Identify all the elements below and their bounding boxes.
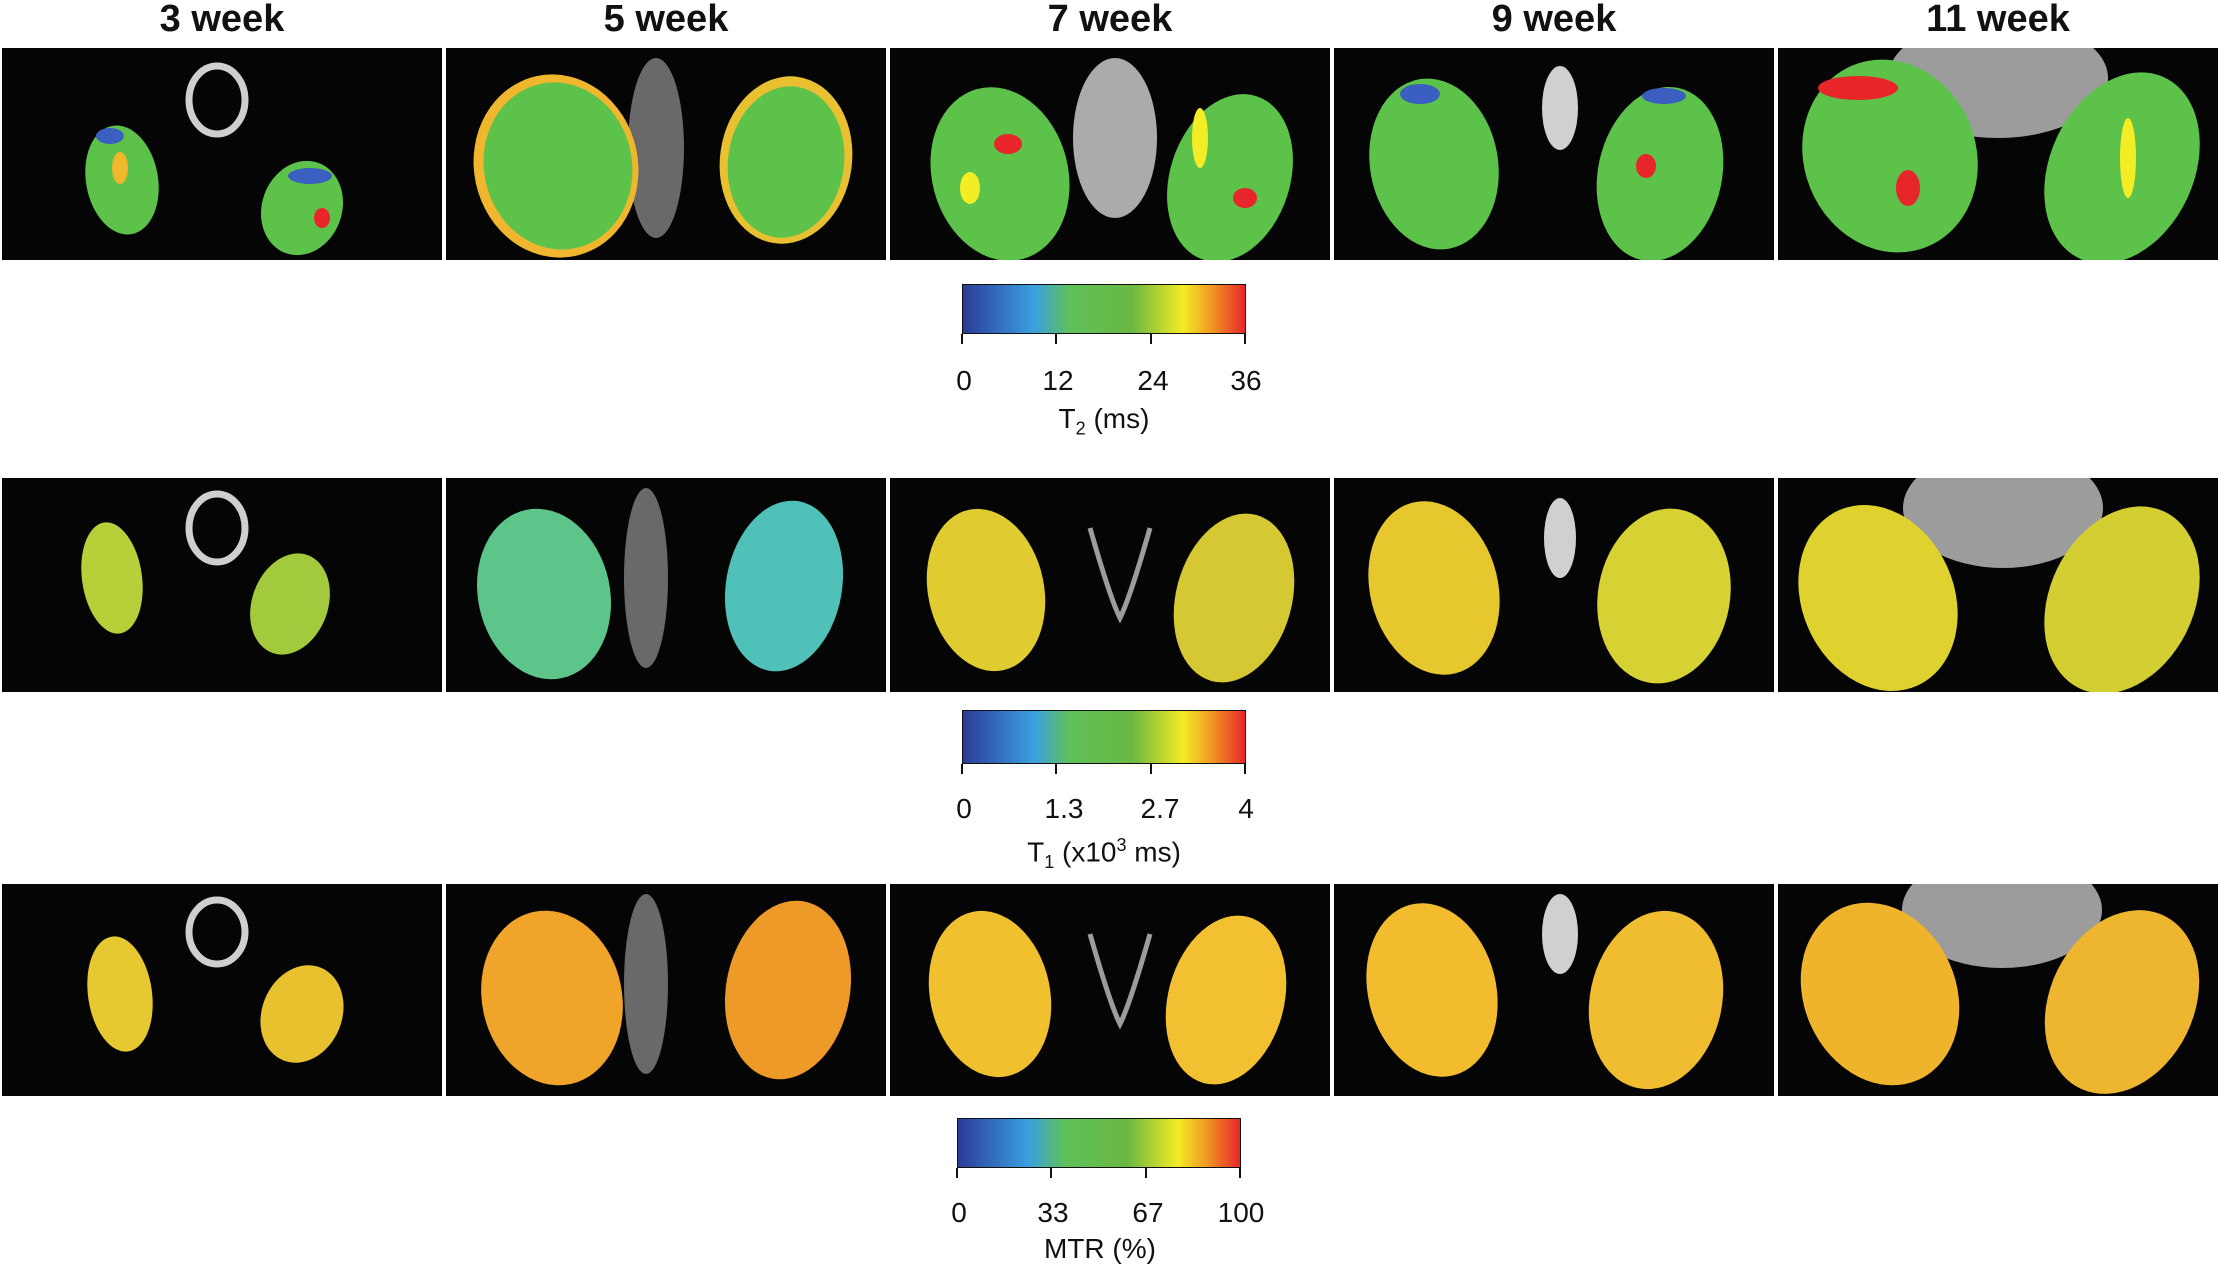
t1-map-9-week xyxy=(1334,478,1774,692)
t2-axis-label: T2 (ms) xyxy=(1058,403,1150,439)
t2-tick-12: 12 xyxy=(1042,365,1074,396)
column-title-7-week: 7 week xyxy=(1047,0,1173,40)
mtr-tick-0: 0 xyxy=(951,1197,967,1228)
t1-colorbar-gradient xyxy=(962,710,1246,764)
t1-tick-1-3: 1.3 xyxy=(1044,793,1084,824)
column-title-9-week: 9 week xyxy=(1491,0,1617,40)
t1-tick-4: 4 xyxy=(1238,793,1254,824)
t1-map-5-week xyxy=(446,478,886,692)
t1-map-3-week xyxy=(2,478,442,692)
t2-tick-36: 36 xyxy=(1230,365,1262,396)
t2-tick-0: 0 xyxy=(956,365,972,396)
t2-map-9-week xyxy=(1334,48,1774,260)
t2-map-11-week xyxy=(1778,48,2218,260)
mtr-axis-label: MTR (%) xyxy=(1044,1233,1156,1264)
column-title-11-week: 11 week xyxy=(1926,0,2070,40)
mtr-tick-100: 100 xyxy=(1217,1197,1265,1228)
t1-map-11-week xyxy=(1778,478,2218,692)
t2-map-3-week xyxy=(2,48,442,260)
mtr-map-5-week xyxy=(446,884,886,1096)
mtr-tick-33: 33 xyxy=(1037,1197,1069,1228)
mtr-colorbar-gradient xyxy=(957,1118,1241,1168)
column-title-3-week: 3 week xyxy=(159,0,285,40)
t2-map-7-week xyxy=(890,48,1330,260)
mtr-map-9-week xyxy=(1334,884,1774,1096)
t1-tick-0: 0 xyxy=(956,793,972,824)
t1-map-7-week xyxy=(890,478,1330,692)
t2-tick-24: 24 xyxy=(1137,365,1169,396)
mtr-colorbar xyxy=(956,1118,1241,1178)
column-title-5-week: 5 week xyxy=(603,0,729,40)
mtr-map-3-week xyxy=(2,884,442,1096)
t1-axis-label: T1 (x103 ms) xyxy=(1027,835,1181,872)
mtr-map-7-week xyxy=(890,884,1330,1096)
mtr-map-11-week xyxy=(1778,884,2218,1096)
mtr-tick-67: 67 xyxy=(1132,1197,1164,1228)
t1-colorbar xyxy=(961,710,1246,774)
t1-tick-2-7: 2.7 xyxy=(1140,793,1180,824)
t2-map-5-week xyxy=(446,48,886,260)
t2-colorbar xyxy=(961,284,1246,344)
t2-colorbar-gradient xyxy=(962,284,1246,334)
